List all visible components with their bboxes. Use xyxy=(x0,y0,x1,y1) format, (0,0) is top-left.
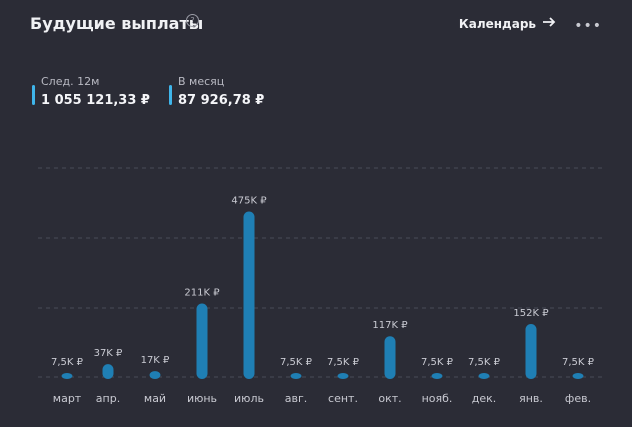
more-horizontal-icon[interactable]: ••• xyxy=(574,18,602,34)
x-tick-label: июль xyxy=(234,392,264,405)
widget-header: Будущие выплаты ? Календарь ••• xyxy=(30,12,602,38)
stat-value: 1 055 121,33 ₽ xyxy=(41,93,150,108)
bar-value-label: 211K ₽ xyxy=(184,288,220,299)
bar-value-label: 152K ₽ xyxy=(513,308,549,319)
bar-11[interactable] xyxy=(572,373,584,379)
x-tick-label: дек. xyxy=(472,392,497,405)
stat-accent-bar xyxy=(169,85,172,105)
x-tick-label: май xyxy=(144,392,166,405)
bar-value-label: 7,5K ₽ xyxy=(562,357,595,368)
bar-value-label: 7,5K ₽ xyxy=(468,357,501,368)
bar-2[interactable] xyxy=(149,371,161,379)
x-tick-label: янв. xyxy=(519,392,543,405)
stat-accent-bar xyxy=(32,85,35,105)
stat-label: След. 12м xyxy=(41,75,100,88)
bar-1[interactable] xyxy=(102,364,114,379)
bar-9[interactable] xyxy=(478,373,490,379)
calendar-link[interactable]: Календарь xyxy=(458,17,536,31)
bar-4[interactable] xyxy=(243,211,255,379)
bar-0[interactable] xyxy=(61,373,73,379)
bar-value-label: 7,5K ₽ xyxy=(327,357,360,368)
bar-8[interactable] xyxy=(431,373,443,379)
bar-3[interactable] xyxy=(196,303,208,379)
x-tick-label: авг. xyxy=(285,392,308,405)
bar-value-label: 7,5K ₽ xyxy=(421,357,454,368)
x-tick-label: нояб. xyxy=(422,392,453,405)
bar-10[interactable] xyxy=(525,324,537,379)
stat-value: 87 926,78 ₽ xyxy=(178,93,265,108)
bar-value-label: 7,5K ₽ xyxy=(51,357,84,368)
bar-value-label: 475K ₽ xyxy=(231,196,267,207)
question-circle-icon[interactable]: ? xyxy=(186,14,199,27)
x-tick-label: окт. xyxy=(378,392,401,405)
widget-title: Будущие выплаты xyxy=(30,14,204,33)
x-tick-label: сент. xyxy=(328,392,358,405)
x-tick-label: март xyxy=(53,392,82,405)
bar-value-label: 7,5K ₽ xyxy=(280,357,313,368)
x-tick-label: апр. xyxy=(96,392,120,405)
x-tick-label: июнь xyxy=(187,392,217,405)
bar-7[interactable] xyxy=(384,336,396,379)
bar-value-label: 117K ₽ xyxy=(372,320,408,331)
arrow-right-icon[interactable] xyxy=(542,14,556,33)
x-tick-label: фев. xyxy=(565,392,591,405)
stat-label: В месяц xyxy=(178,75,225,88)
bar-6[interactable] xyxy=(337,373,349,379)
bar-5[interactable] xyxy=(290,373,302,379)
bar-value-label: 37K ₽ xyxy=(94,348,123,359)
bar-value-label: 17K ₽ xyxy=(141,355,170,366)
